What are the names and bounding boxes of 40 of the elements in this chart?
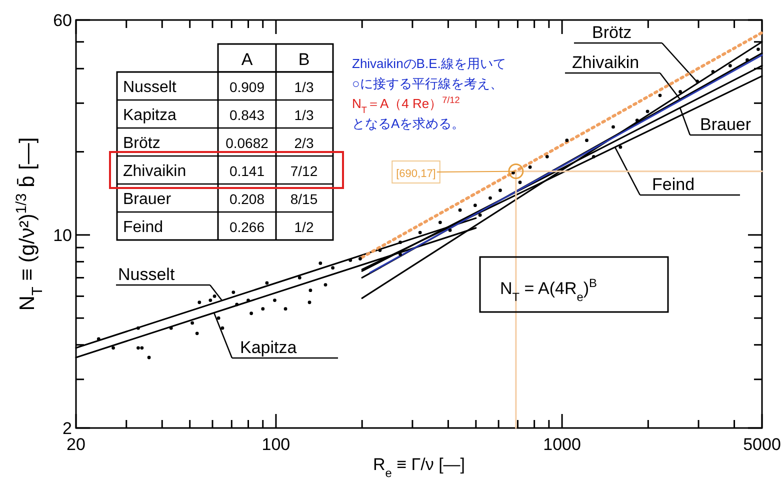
annotation: Brauer	[123, 191, 172, 208]
annotation: Kapitza	[123, 107, 176, 124]
annotation: 1/3	[294, 79, 314, 95]
text: Feind	[652, 175, 695, 194]
annotation: 0.208	[229, 191, 265, 207]
annotation: Brötz	[123, 135, 160, 152]
series-label: Kapitza	[240, 338, 298, 357]
annotation: 1/3	[294, 107, 314, 123]
y-tick-label: 10	[53, 226, 72, 245]
y-tick-label: 2	[62, 419, 72, 438]
annotation: 7/12	[290, 163, 318, 179]
legend-label: Zhivaikin	[572, 53, 640, 72]
x-tick-label: 100	[262, 435, 290, 454]
annotation: 1/2	[294, 219, 314, 235]
annotation: [690,17]	[396, 168, 436, 180]
annotation: N$_{T}$＝A（4 Re）$^{7/12}$	[352, 95, 460, 115]
annotation: N$_{T}$ = A(4R$_{e}$)$^{B}$	[500, 276, 598, 304]
legend-label: Brötz	[592, 23, 632, 42]
series-label: Nusselt	[118, 265, 175, 284]
annotation: A	[241, 50, 254, 69]
x-tick-label: 20	[66, 435, 86, 454]
y-tick-label: 60	[53, 11, 72, 30]
annotation: B	[298, 50, 310, 69]
annotation: 0.909	[229, 79, 265, 95]
x-tick-label: 1000	[543, 435, 581, 454]
annotation: Nusselt	[123, 79, 177, 96]
legend-label: Brauer	[700, 115, 752, 134]
annotation: 0.0682	[226, 135, 269, 151]
annotation: 2/3	[294, 135, 314, 151]
annotation: Feind	[123, 219, 164, 236]
annotation: 0.141	[229, 163, 265, 179]
annotation: ZhivaikinのB.E.線を用いて	[352, 56, 506, 71]
annotation: ○に接する平行線を考え、	[352, 76, 503, 91]
annotation: となるAを求める。	[352, 116, 465, 131]
x-axis-title: R$_{e}$ ≡ Γ/ν [—]	[372, 455, 466, 478]
annotation: 8/15	[290, 191, 318, 207]
annotation: 0.843	[229, 107, 265, 123]
annotation: 0.266	[229, 219, 265, 235]
annotation: Zhivaikin	[123, 163, 186, 180]
x-tick-label: 5000	[743, 435, 781, 454]
